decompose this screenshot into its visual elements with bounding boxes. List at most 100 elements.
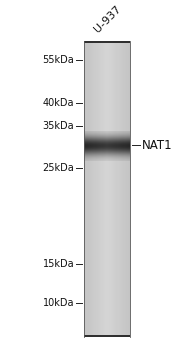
Bar bbox=[111, 237, 112, 238]
Bar bbox=[113, 238, 114, 239]
Bar bbox=[85, 100, 86, 101]
Bar bbox=[120, 299, 121, 300]
Bar bbox=[112, 43, 113, 44]
Bar bbox=[121, 176, 122, 177]
Bar bbox=[96, 197, 97, 198]
Bar bbox=[118, 215, 119, 216]
Bar bbox=[101, 249, 103, 250]
Bar bbox=[127, 206, 128, 207]
Bar bbox=[91, 163, 92, 164]
Bar bbox=[100, 233, 101, 235]
Bar bbox=[125, 149, 126, 150]
Bar bbox=[90, 169, 91, 170]
Bar bbox=[103, 316, 104, 317]
Bar bbox=[100, 260, 101, 261]
Bar bbox=[109, 76, 111, 77]
Bar bbox=[115, 44, 116, 45]
Bar bbox=[114, 97, 115, 98]
Bar bbox=[104, 117, 105, 118]
Bar bbox=[97, 141, 98, 142]
Bar bbox=[84, 189, 85, 190]
Bar bbox=[114, 134, 115, 135]
Bar bbox=[90, 164, 91, 166]
Bar bbox=[86, 167, 88, 168]
Bar bbox=[111, 315, 112, 316]
Bar bbox=[112, 124, 113, 125]
Bar bbox=[121, 319, 122, 320]
Bar bbox=[97, 279, 98, 280]
Bar bbox=[118, 143, 119, 144]
Bar bbox=[118, 73, 119, 74]
Bar bbox=[119, 314, 120, 315]
Bar bbox=[111, 238, 112, 239]
Bar bbox=[85, 199, 86, 200]
Bar bbox=[90, 302, 91, 303]
Bar bbox=[113, 51, 114, 52]
Bar bbox=[119, 50, 120, 51]
Bar bbox=[116, 325, 118, 326]
Bar bbox=[104, 318, 105, 319]
Bar bbox=[90, 199, 91, 200]
Bar bbox=[126, 105, 127, 106]
Bar bbox=[106, 59, 107, 60]
Bar bbox=[126, 302, 127, 303]
Bar bbox=[108, 105, 109, 106]
Bar bbox=[93, 96, 95, 97]
Bar bbox=[97, 113, 98, 114]
Bar bbox=[107, 144, 108, 145]
Bar bbox=[126, 106, 127, 107]
Bar bbox=[100, 254, 101, 255]
Bar bbox=[115, 147, 116, 148]
Bar bbox=[121, 197, 122, 198]
Bar bbox=[115, 223, 116, 224]
Bar bbox=[106, 271, 107, 272]
Bar bbox=[99, 290, 100, 291]
Bar bbox=[93, 234, 95, 236]
Bar bbox=[121, 216, 122, 217]
Bar bbox=[89, 60, 90, 61]
Bar bbox=[84, 254, 85, 255]
Bar bbox=[113, 156, 114, 157]
Bar bbox=[89, 66, 90, 67]
Bar bbox=[120, 121, 121, 122]
Bar bbox=[122, 74, 123, 75]
Bar bbox=[84, 91, 85, 92]
Bar bbox=[105, 230, 106, 231]
Bar bbox=[115, 163, 116, 164]
Bar bbox=[121, 293, 122, 294]
Bar bbox=[103, 106, 104, 107]
Bar bbox=[112, 94, 113, 96]
Bar bbox=[99, 229, 100, 230]
Bar bbox=[105, 285, 106, 286]
Bar bbox=[101, 97, 103, 98]
Bar bbox=[93, 230, 95, 231]
Bar bbox=[106, 48, 107, 49]
Bar bbox=[128, 91, 129, 92]
Bar bbox=[116, 167, 118, 168]
Bar bbox=[128, 316, 129, 317]
Bar bbox=[103, 238, 104, 239]
Bar bbox=[122, 329, 123, 330]
Bar bbox=[113, 304, 114, 306]
Bar bbox=[113, 81, 114, 82]
Bar bbox=[105, 286, 106, 287]
Bar bbox=[85, 55, 86, 56]
Bar bbox=[99, 326, 100, 327]
Bar bbox=[90, 280, 91, 281]
Bar bbox=[98, 140, 99, 141]
Bar bbox=[114, 50, 115, 51]
Bar bbox=[121, 270, 122, 271]
Bar bbox=[116, 263, 118, 264]
Bar bbox=[93, 263, 95, 264]
Bar bbox=[109, 44, 111, 45]
Bar bbox=[113, 154, 114, 155]
Bar bbox=[98, 227, 99, 228]
Bar bbox=[84, 173, 85, 174]
Bar bbox=[118, 113, 119, 114]
Bar bbox=[107, 172, 108, 173]
Bar bbox=[85, 131, 86, 132]
Bar bbox=[112, 153, 113, 154]
Bar bbox=[97, 280, 98, 281]
Bar bbox=[97, 103, 98, 104]
Bar bbox=[98, 247, 99, 248]
